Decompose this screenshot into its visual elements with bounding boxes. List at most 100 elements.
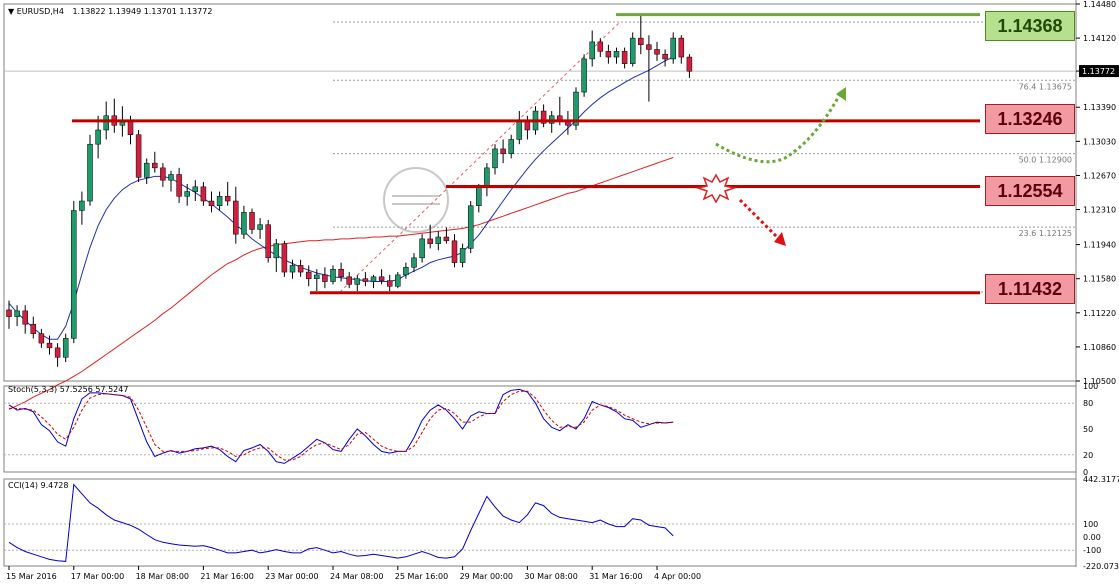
bullish-arrowhead-icon (836, 87, 846, 101)
candle-body-71 (581, 58, 587, 93)
price-tick-10: 1.10860 (1083, 343, 1116, 352)
candle-body-54 (443, 236, 450, 242)
candle-body-66 (540, 110, 547, 124)
time-tick-1: 17 Mar 00:00 (71, 572, 124, 581)
cci-tick-4: -220.0733 (1083, 562, 1119, 571)
candle-body-11 (95, 129, 101, 145)
candle-body-12 (103, 115, 109, 131)
level-box-3: 1.12554 (985, 176, 1075, 206)
candle-body-79 (646, 44, 652, 50)
candle-body-32 (265, 224, 271, 259)
price-tick-5: 1.12670 (1083, 171, 1116, 180)
cci-tick-0: 442.3177 (1083, 475, 1119, 484)
candle-body-52 (427, 238, 433, 244)
candle-body-30 (249, 212, 255, 230)
level-box-2: 1.13246 (985, 104, 1075, 134)
candle-body-83 (678, 37, 685, 58)
candle-body-50 (411, 257, 417, 268)
candle-body-42 (346, 276, 352, 285)
panel-frame-0 (3, 3, 1077, 382)
candle-body-74 (605, 51, 612, 58)
price-tick-0: 1.14480 (1083, 0, 1116, 9)
candle-body-23 (192, 186, 199, 192)
time-tick-4: 23 Mar 00:00 (265, 572, 318, 581)
price-tick-1: 1.14120 (1083, 34, 1116, 43)
candle-body-53 (435, 236, 442, 244)
fib-trendline (339, 21, 621, 293)
stoch-title: Stoch(5,3,3) 57.5256 57.5247 (8, 385, 129, 394)
time-tick-3: 21 Mar 16:00 (200, 572, 253, 581)
candle-body-70 (573, 91, 579, 126)
candle-body-5 (46, 342, 53, 349)
candle-body-47 (386, 280, 393, 287)
candle-body-28 (233, 200, 239, 235)
candle-body-33 (273, 243, 280, 259)
stoch-tick-0: 100 (1083, 382, 1098, 391)
level-box-4: 1.11432 (985, 274, 1075, 304)
candle-body-20 (168, 174, 174, 181)
candle-body-48 (395, 274, 401, 287)
current-price-label: 1.13772 (1082, 67, 1115, 76)
cci-title: CCI(14) 9.4728 (8, 481, 69, 490)
candle-body-31 (257, 224, 263, 230)
stoch-tick-3: 20 (1083, 451, 1093, 460)
time-tick-7: 29 Mar 00:00 (460, 572, 513, 581)
candle-body-46 (378, 276, 385, 281)
candle-body-37 (305, 271, 312, 279)
bearish-arrowhead-icon (774, 232, 786, 246)
candle-body-84 (686, 56, 693, 72)
candle-body-45 (370, 276, 377, 282)
time-tick-6: 25 Mar 16:00 (395, 572, 448, 581)
candle-body-58 (476, 186, 482, 207)
candle-body-57 (467, 205, 474, 249)
candle-body-1 (14, 310, 20, 317)
candle-body-8 (71, 210, 77, 339)
candle-body-62 (508, 139, 514, 154)
time-tick-10: 4 Apr 00:00 (654, 572, 701, 581)
candle-body-75 (613, 51, 620, 58)
candle-body-0 (6, 309, 12, 317)
time-tick-0: 15 Mar 2016 (6, 572, 57, 581)
stoch-line-signal (9, 390, 674, 461)
candle-body-44 (362, 278, 369, 282)
candle-body-80 (654, 49, 660, 55)
symbol-label: EURUSD,H4 (16, 7, 64, 16)
candle-body-78 (638, 37, 644, 45)
bullish-forecast-arrow (715, 93, 842, 164)
collapse-arrow-icon[interactable]: ▼ (8, 7, 15, 16)
level-box-1: 1.14368 (985, 11, 1075, 41)
price-tick-8: 1.11580 (1083, 275, 1116, 284)
candle-body-38 (314, 274, 320, 279)
ohlc-readout: 1.13822 1.13949 1.13701 1.13772 (72, 7, 213, 16)
price-tick-3: 1.13390 (1083, 103, 1116, 112)
candle-body-3 (30, 323, 37, 334)
candle-body-41 (338, 268, 344, 278)
cci-line (8, 483, 674, 562)
price-tick-6: 1.12310 (1083, 206, 1116, 215)
candle-body-43 (354, 278, 361, 285)
panel-frame-2 (3, 478, 1077, 567)
time-tick-2: 18 Mar 08:00 (136, 572, 189, 581)
candle-body-21 (176, 174, 182, 197)
candle-body-63 (516, 120, 523, 140)
stoch-tick-4: 0 (1083, 468, 1088, 477)
candle-body-34 (281, 243, 288, 273)
candle-body-15 (127, 120, 134, 135)
candle-body-24 (200, 186, 207, 202)
candle-body-17 (143, 162, 150, 178)
candle-body-61 (500, 148, 506, 154)
fib-label-1: 50.0 1.12900 (1019, 156, 1072, 165)
candle-body-4 (38, 333, 45, 344)
price-tick-7: 1.11940 (1083, 241, 1116, 250)
candle-body-55 (451, 240, 458, 263)
candle-body-2 (22, 310, 28, 325)
candle-body-51 (419, 238, 425, 259)
candle-body-27 (224, 196, 231, 202)
fib-label-2: 23.6 1.12125 (1019, 229, 1072, 238)
price-tick-4: 1.13030 (1083, 137, 1116, 146)
candle-body-25 (208, 200, 215, 207)
candle-body-16 (135, 134, 142, 178)
time-tick-5: 24 Mar 08:00 (330, 572, 383, 581)
